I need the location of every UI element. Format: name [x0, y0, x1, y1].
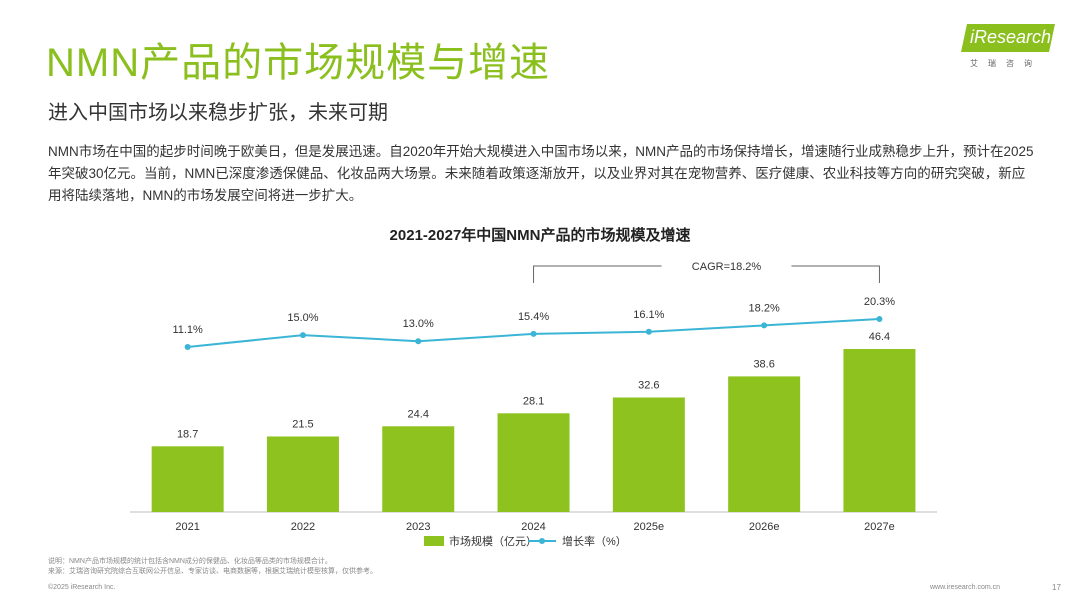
bar-value-label: 21.5 — [292, 418, 313, 430]
cagr-bracket-left — [533, 265, 662, 283]
growth-rate-point — [299, 332, 306, 339]
x-tick-label: 2023 — [406, 521, 430, 533]
footnote-source: 来源：艾瑞咨询研究院综合互联网公开信息、专家访谈、电商数据等，根据艾瑞统计模型核… — [48, 568, 377, 575]
bar-value-label: 18.7 — [177, 428, 198, 440]
legend-bar-swatch — [424, 536, 444, 546]
website-url: www.iresearch.com.cn — [930, 584, 1001, 591]
growth-rate-label: 16.1% — [633, 309, 664, 321]
footnote-note: 说明：NMN产品市场规模的统计包括含NMN成分的保健品、化妆品等品类的市场规模合… — [48, 558, 332, 565]
bar-value-label: 32.6 — [638, 379, 659, 391]
growth-rate-label: 20.3% — [864, 296, 895, 308]
copyright: ©2025 iResearch Inc. — [48, 584, 116, 591]
x-tick-label: 2027e — [864, 521, 895, 533]
x-tick-label: 2022 — [291, 521, 315, 533]
slide-subtitle: 进入中国市场以来稳步扩张，未来可期 — [48, 102, 388, 124]
market-size-chart: 18.7 2021 21.5 2022 24.4 2023 28.1 2024 32.6 2025… — [130, 261, 938, 548]
growth-rate-label: 15.4% — [518, 311, 549, 323]
cagr-annotation: CAGR=18.2% — [692, 261, 762, 273]
x-tick-label: 2021 — [175, 521, 199, 533]
legend-line-label: 增长率（%） — [562, 534, 627, 548]
growth-rate-label: 13.0% — [403, 318, 434, 330]
growth-rate-point — [530, 330, 537, 337]
iresearch-logo: iResearch 艾瑞咨询 — [961, 24, 1060, 72]
logo-chinese-text: 艾瑞咨询 — [970, 59, 1042, 68]
chart-title: 2021-2027年中国NMN产品的市场规模及增速 — [389, 227, 691, 244]
bar-2023 — [382, 426, 455, 512]
x-tick-label: 2024 — [521, 521, 545, 533]
bar-2022 — [266, 436, 339, 512]
bar-2026e — [728, 376, 801, 512]
growth-rate-point — [761, 322, 768, 329]
bar-value-label: 38.6 — [753, 358, 774, 370]
slide-title: NMN产品的市场规模与增速 — [46, 41, 551, 85]
page-number: 17 — [1052, 583, 1061, 592]
bar-value-label: 24.4 — [408, 408, 429, 420]
x-tick-label: 2026e — [749, 521, 780, 533]
footnote: 说明：NMN产品市场规模的统计包括含NMN成分的保健品、化妆品等品类的市场规模合… — [48, 557, 948, 577]
growth-rate-point — [415, 338, 422, 345]
legend-bar-label: 市场规模（亿元） — [449, 534, 537, 548]
growth-rate-label: 11.1% — [172, 324, 203, 336]
legend-line-marker — [539, 538, 545, 544]
x-tick-label: 2025e — [634, 521, 665, 533]
bar-value-label: 28.1 — [523, 395, 544, 407]
growth-rate-label: 15.0% — [287, 312, 318, 324]
cagr-bracket-right — [791, 265, 880, 283]
bar-2024 — [497, 413, 570, 512]
growth-rate-label: 18.2% — [749, 302, 780, 314]
growth-rate-point — [645, 328, 652, 335]
bar-2027e — [843, 349, 916, 512]
logo-text: iResearch — [970, 27, 1052, 47]
growth-rate-point — [184, 344, 191, 350]
bar-value-label: 46.4 — [869, 331, 890, 343]
bar-2025e — [612, 397, 685, 512]
bar-2021 — [151, 446, 224, 512]
growth-rate-point — [876, 316, 883, 322]
body-paragraph: NMN市场在中国的起步时间晚于欧美日，但是发展迅速。自2020年开始大规模进入中… — [48, 144, 1034, 203]
